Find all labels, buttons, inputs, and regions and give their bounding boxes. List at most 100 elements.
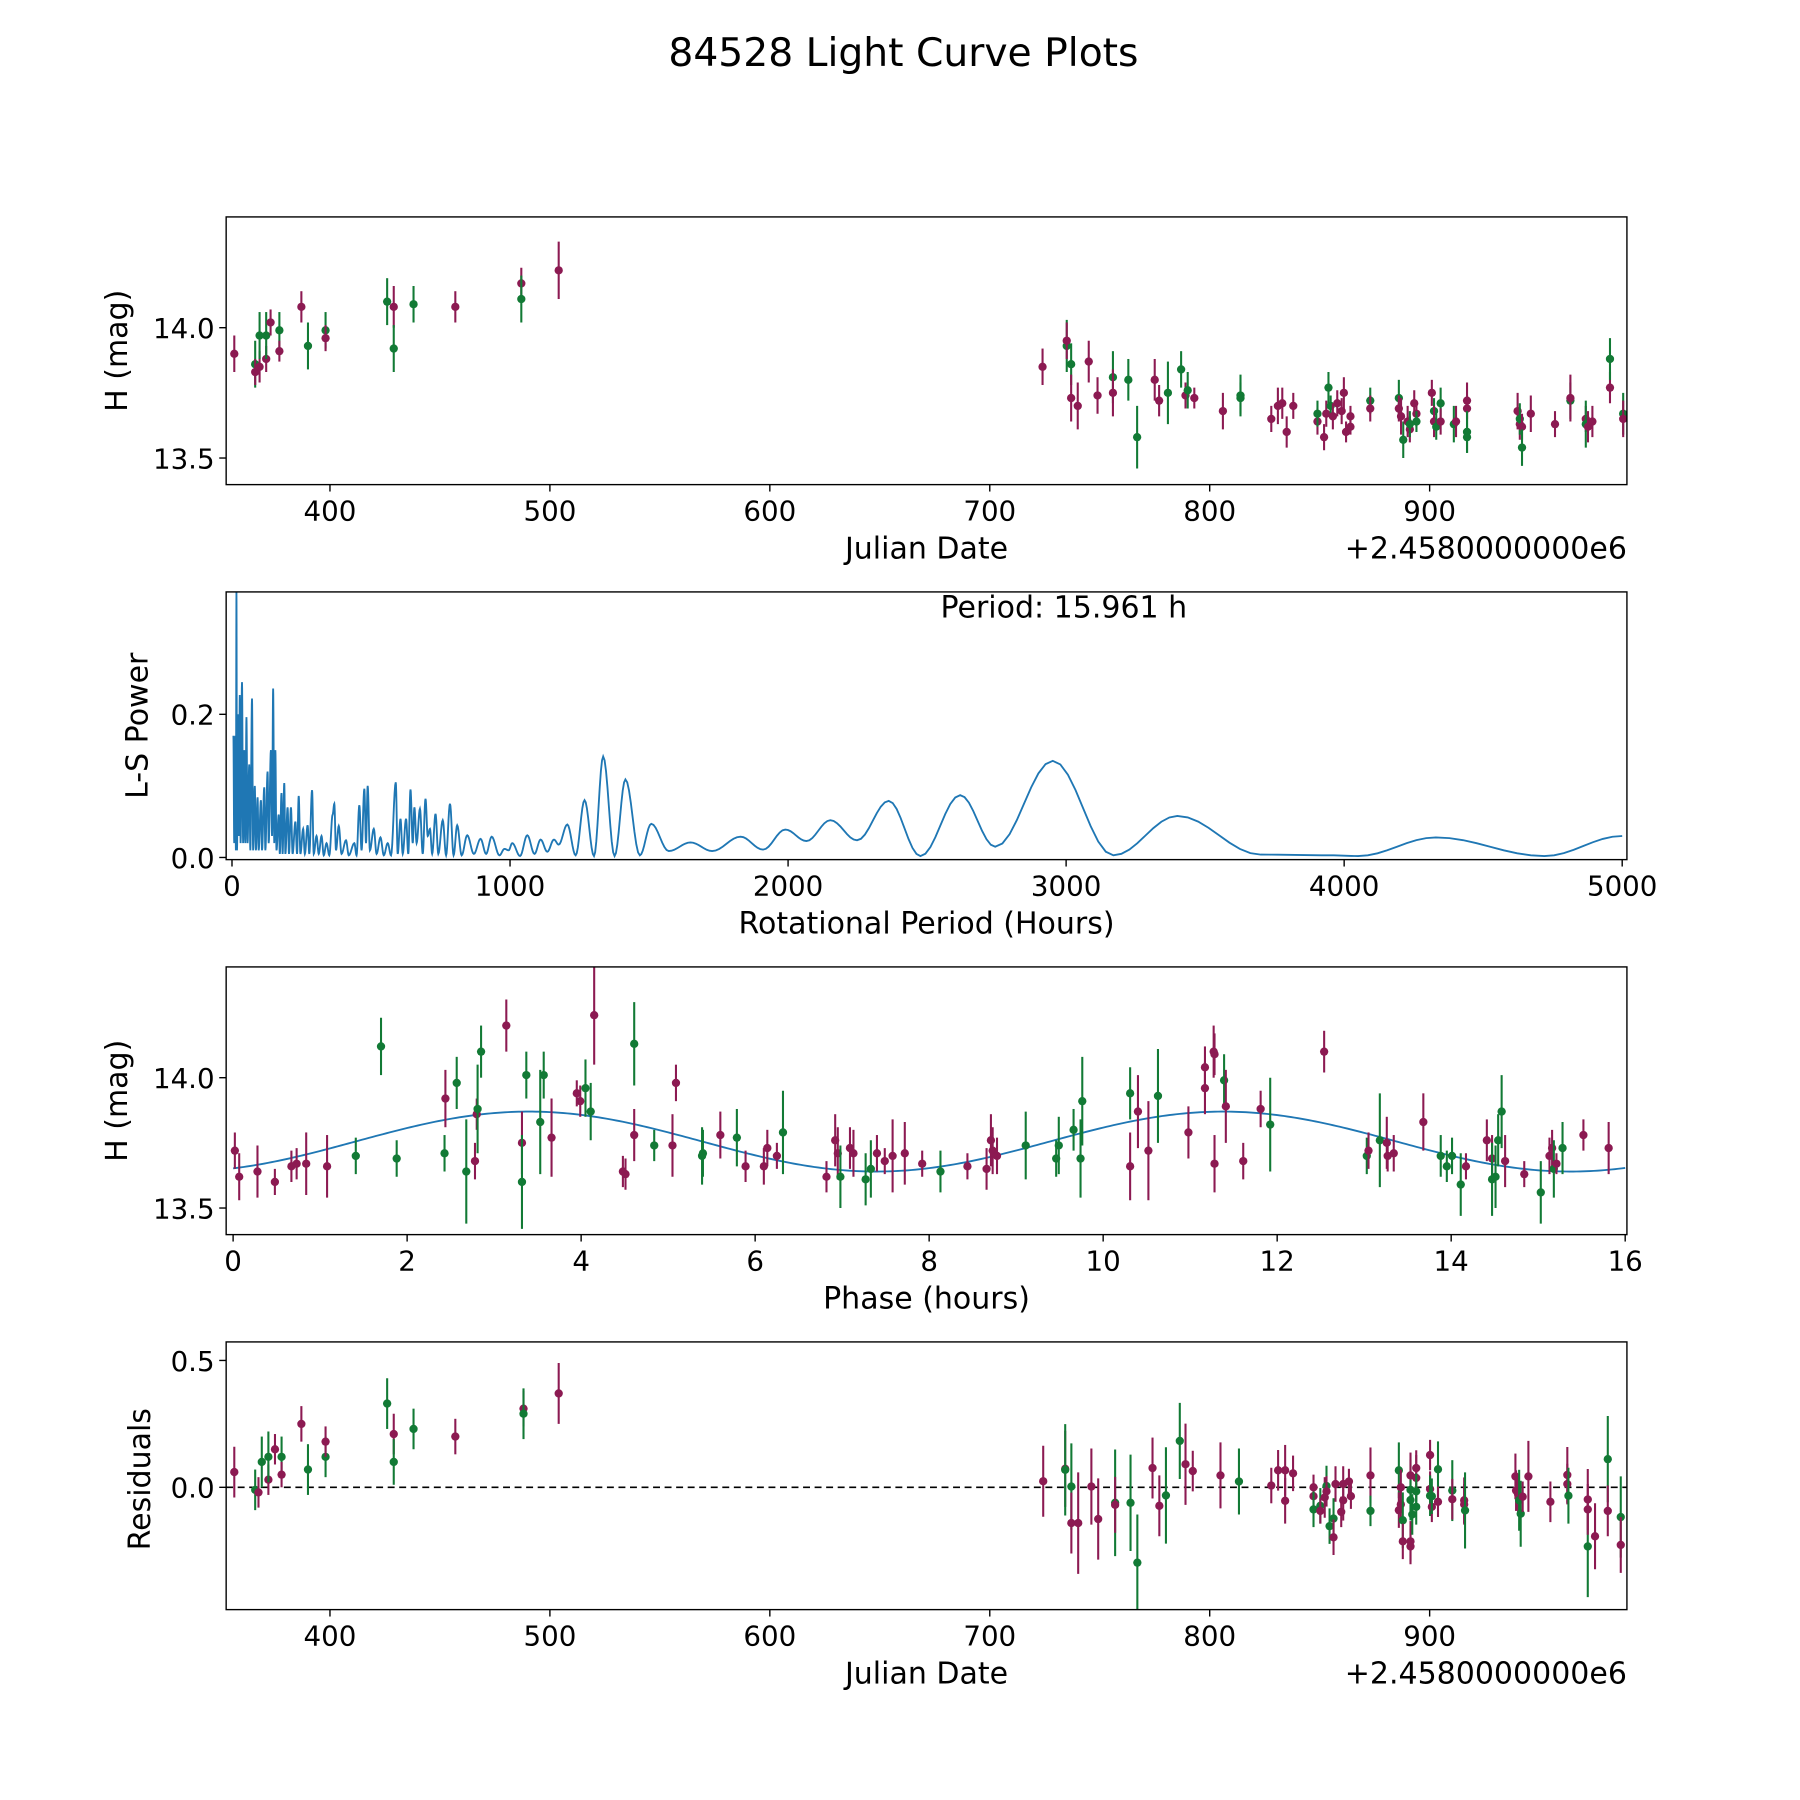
data-point (1216, 1471, 1225, 1480)
data-point (1427, 388, 1436, 398)
residuals-xtick-label: 900 (1403, 1619, 1456, 1652)
phased-plot-area (230, 966, 1626, 1229)
data-point (536, 1117, 545, 1127)
phased-xtick-label: 12 (1260, 1244, 1295, 1277)
data-point (1517, 443, 1527, 452)
periodogram-xtick-label: 0 (223, 869, 241, 902)
data-point (1447, 1151, 1457, 1161)
data-point (1603, 1454, 1612, 1464)
periodogram-xlabel: Rotational Period (Hours) (738, 906, 1114, 941)
lightcurve-xtick-label: 600 (743, 494, 796, 527)
data-point (253, 1167, 262, 1176)
data-point (1389, 1149, 1398, 1158)
data-point (763, 1143, 772, 1153)
data-point (297, 1419, 306, 1429)
data-point (389, 1429, 398, 1439)
data-point (277, 1452, 286, 1462)
data-point (1346, 422, 1355, 431)
data-point (1316, 1506, 1325, 1516)
residuals-ylabel: Residuals (123, 1408, 158, 1550)
data-point (1536, 1188, 1545, 1197)
data-point (1094, 1514, 1103, 1524)
data-point (409, 1424, 418, 1434)
data-point (303, 1465, 313, 1474)
data-point (1278, 399, 1287, 408)
data-point (1588, 417, 1597, 426)
data-point (522, 1070, 531, 1080)
data-point (1518, 1492, 1527, 1501)
data-point (1552, 1159, 1561, 1168)
data-point (576, 1097, 585, 1106)
data-point (849, 1149, 858, 1158)
data-point (1078, 1097, 1087, 1106)
best-period-annotation: Period: 15.961 h (940, 590, 1187, 625)
data-point (650, 1141, 659, 1150)
data-point (1236, 393, 1245, 403)
data-point (1482, 1136, 1491, 1145)
data-point (1517, 422, 1527, 431)
data-point (321, 1437, 330, 1446)
data-point (1125, 1162, 1135, 1171)
data-point (255, 331, 264, 340)
lightcurve-xtick-label: 900 (1403, 494, 1456, 527)
data-point (1221, 1102, 1230, 1111)
data-point (1436, 1151, 1445, 1161)
data-point (1497, 1107, 1506, 1116)
data-point (572, 1089, 581, 1098)
phased-xlabel: Phase (hours) (823, 1281, 1030, 1316)
data-point (275, 326, 284, 335)
periodogram-plot-area (232, 591, 1623, 859)
data-point (1066, 360, 1076, 369)
data-point (1273, 1466, 1283, 1475)
data-point (1322, 1487, 1331, 1496)
data-point (264, 1452, 273, 1462)
data-point (262, 331, 271, 340)
data-point (986, 1136, 996, 1145)
data-point (297, 302, 306, 312)
data-point (1337, 406, 1346, 416)
data-point (1604, 1143, 1613, 1153)
data-point (586, 1107, 595, 1116)
data-point (1067, 1482, 1076, 1491)
phased-xtick-label: 2 (398, 1244, 416, 1277)
data-point (1324, 383, 1333, 392)
data-point (1021, 1141, 1030, 1150)
data-point (1093, 391, 1102, 400)
lightcurve-x-offset: +2.4580000000e6 (1345, 531, 1627, 566)
data-point (473, 1104, 482, 1114)
data-point (547, 1133, 556, 1142)
phased-xtick-label: 10 (1086, 1244, 1121, 1277)
data-point (671, 1078, 681, 1088)
data-point (872, 1149, 882, 1158)
data-point (1133, 1107, 1143, 1116)
data-point (1110, 1500, 1120, 1509)
lightcurve-ytick-label: 14.0 (153, 312, 215, 345)
data-point (1605, 383, 1615, 392)
periodogram-axes-frame (225, 591, 1628, 861)
residuals-ytick-label: 0.5 (171, 1345, 215, 1378)
data-point (440, 1149, 449, 1158)
data-point (822, 1172, 831, 1181)
data-point (1526, 409, 1535, 418)
data-point (1150, 375, 1159, 384)
lightcurve-xtick-label: 500 (523, 494, 576, 527)
data-point (698, 1149, 708, 1158)
data-point (1405, 419, 1415, 429)
periodogram-ytick-label: 0.2 (171, 699, 215, 732)
data-point (1412, 1502, 1421, 1512)
data-point (1132, 433, 1142, 442)
data-point (1460, 1506, 1470, 1515)
periodogram-ytick-label: 0.0 (171, 842, 215, 875)
lightcurve-ylabel: H (mag) (100, 290, 135, 412)
data-point (1436, 399, 1445, 408)
residuals-xtick-label: 500 (523, 1619, 576, 1652)
data-point (1124, 375, 1133, 384)
data-point (1442, 1162, 1451, 1171)
data-point (1280, 1466, 1290, 1475)
phased-xtick-label: 16 (1608, 1244, 1643, 1277)
data-point (778, 1128, 788, 1137)
data-point (230, 1467, 239, 1477)
data-point (1144, 1146, 1153, 1155)
data-point (1155, 1501, 1164, 1510)
